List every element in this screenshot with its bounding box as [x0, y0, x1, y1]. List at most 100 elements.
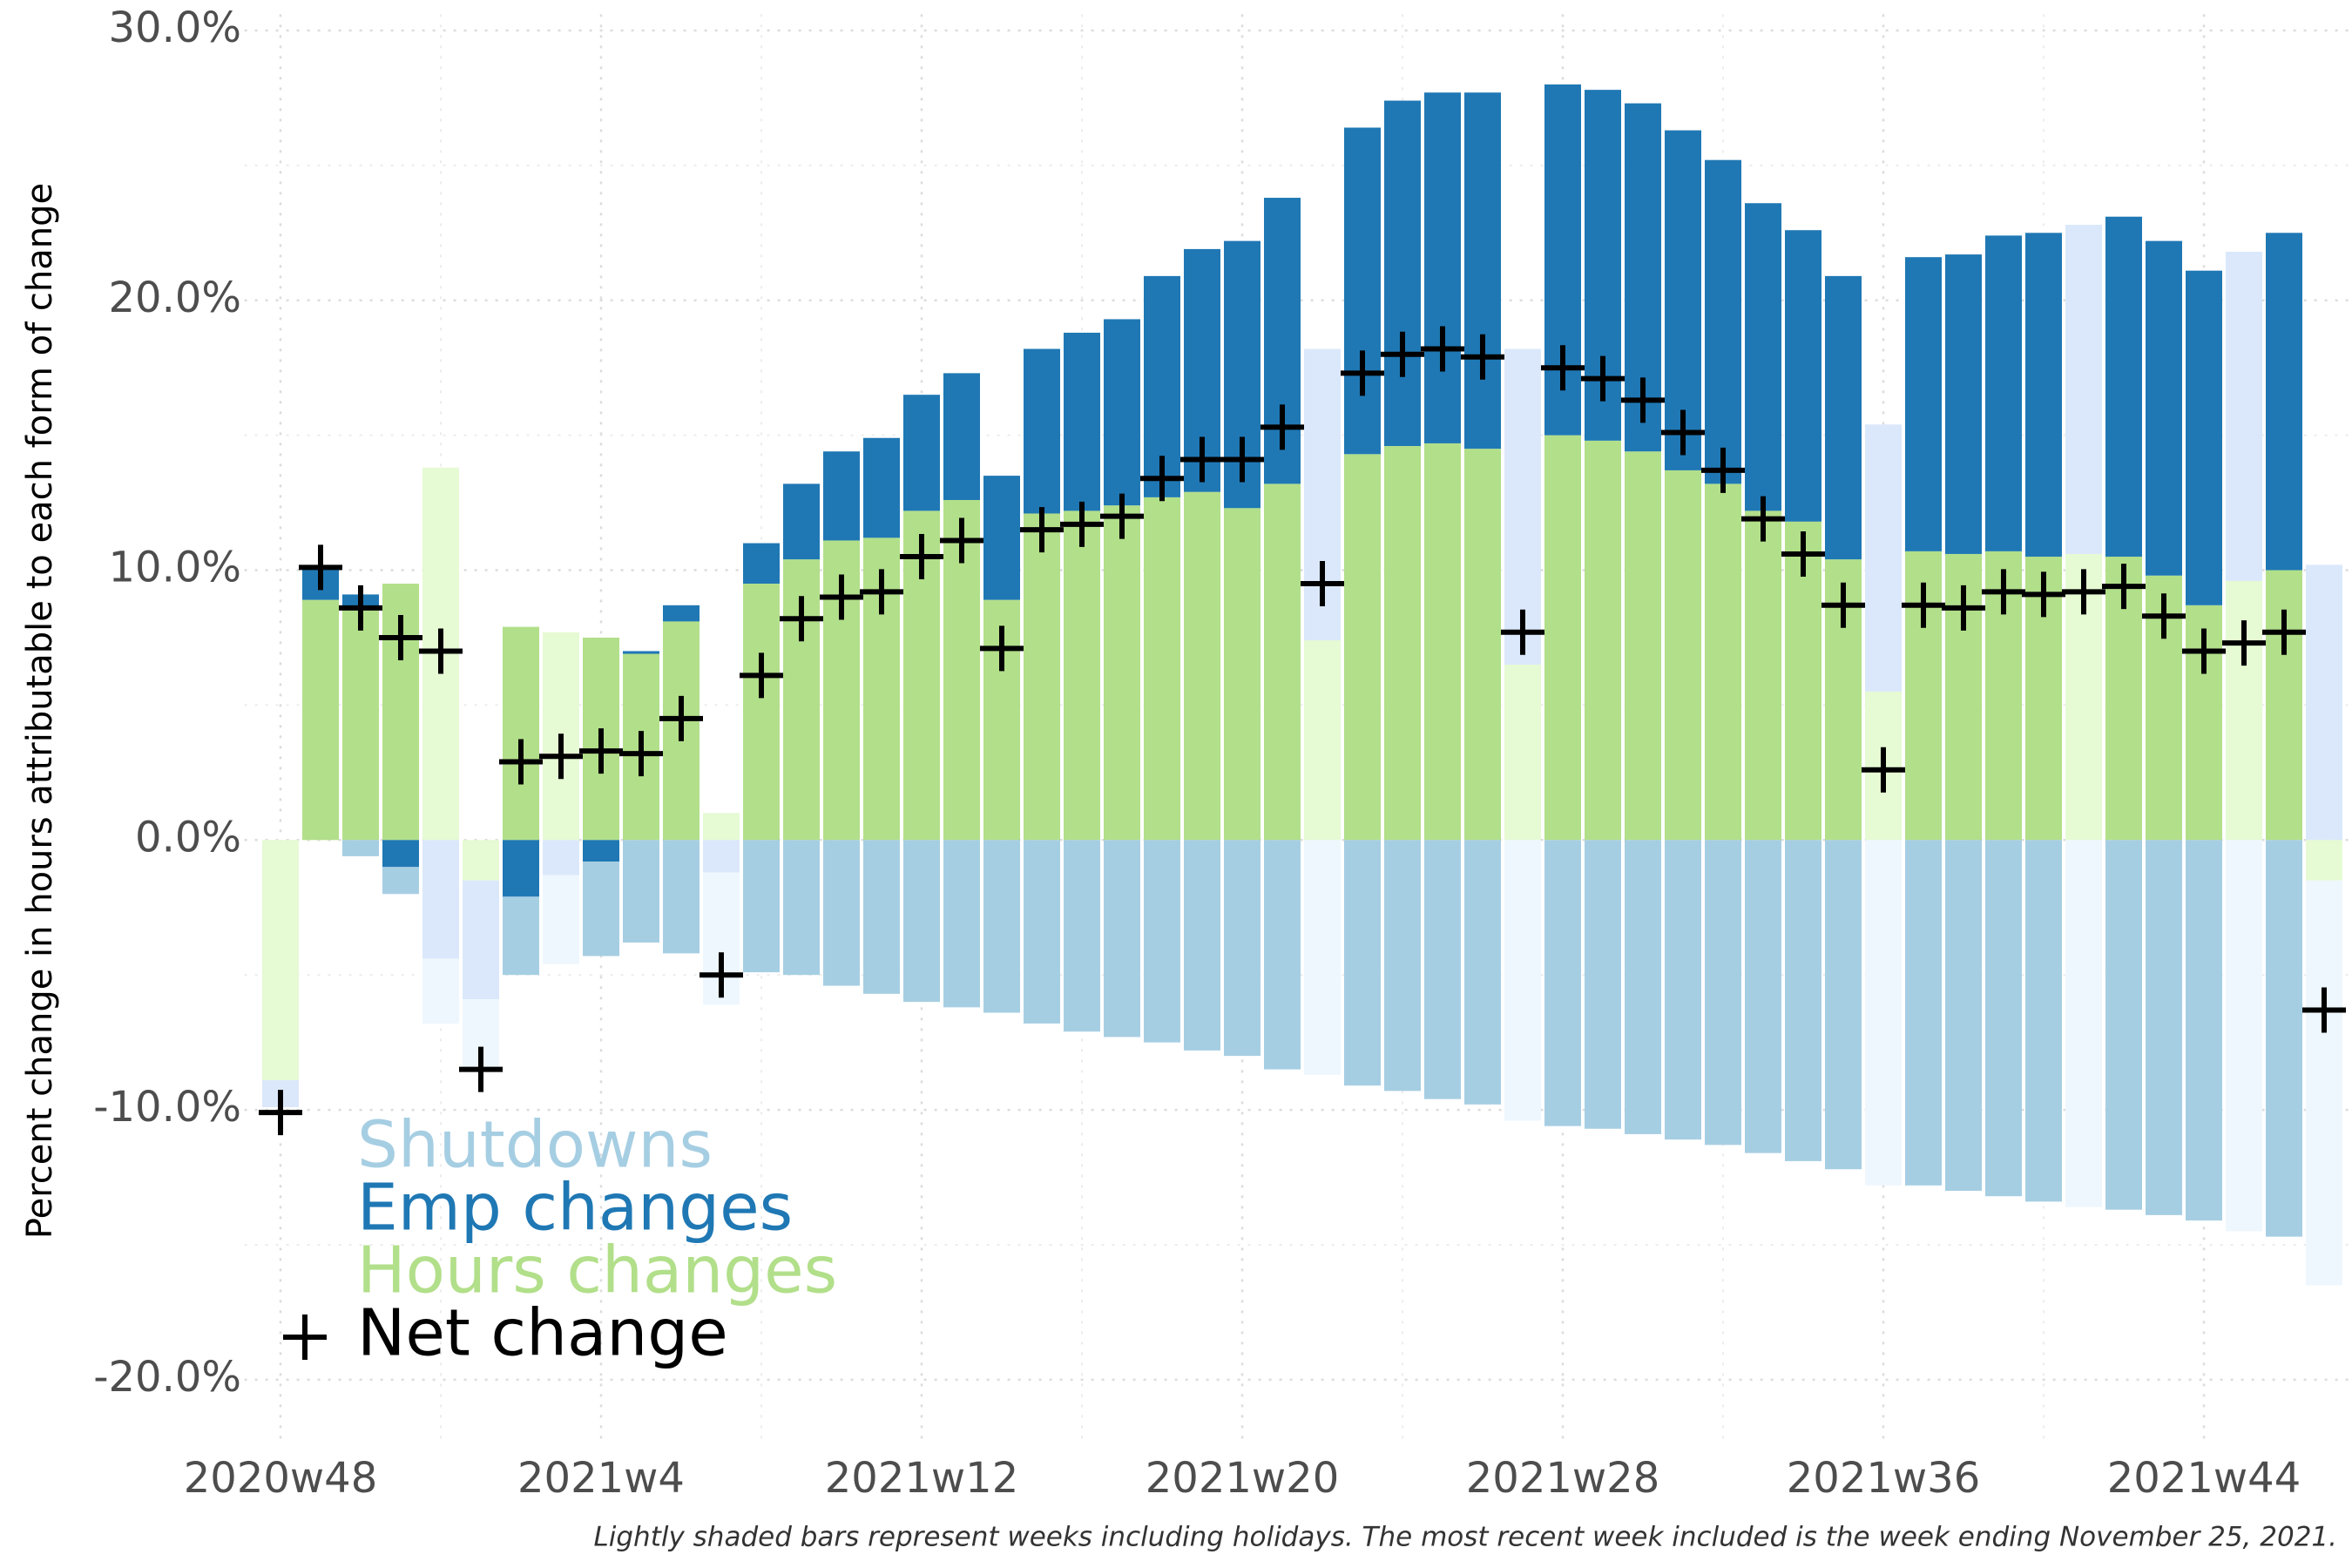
net-marker — [499, 739, 543, 785]
x-tick-label: 2021w4 — [517, 1454, 685, 1503]
bar-segment — [1785, 840, 1821, 1161]
bar-segment — [623, 651, 659, 654]
bar-segment — [2266, 840, 2302, 1237]
bar-segment — [943, 373, 980, 500]
net-marker — [659, 695, 703, 741]
bar-segment — [743, 584, 780, 841]
bars — [262, 84, 2342, 1286]
bar-segment — [2306, 564, 2342, 841]
net-marker — [1381, 331, 1424, 377]
bar-segment — [1464, 840, 1501, 1105]
bar-segment — [1985, 235, 2022, 551]
bar-segment — [302, 599, 339, 841]
net-marker — [1581, 355, 1625, 402]
bar-segment — [1825, 275, 1862, 560]
net-marker — [2142, 593, 2186, 639]
legend-label: Hours changes — [357, 1233, 837, 1308]
net-marker — [539, 733, 583, 780]
x-tick-label: 2021w28 — [1466, 1454, 1660, 1503]
bar-segment — [1865, 424, 1902, 692]
net-marker — [1260, 404, 1304, 450]
legend-label: Net change — [357, 1296, 728, 1371]
net-marker — [259, 1090, 302, 1136]
net-marker — [419, 628, 463, 674]
bar-segment — [1745, 203, 1781, 511]
axes: 30.0% 20.0% 10.0% 0.0% -10.0% -20.0% 2020w48 20… — [93, 3, 2301, 1503]
bar-segment — [1304, 640, 1341, 841]
bar-segment — [2146, 240, 2182, 576]
bar-segment — [1024, 348, 1060, 514]
bar-segment — [1264, 483, 1301, 841]
y-tick-label: 10.0% — [109, 544, 241, 592]
legend-label: Shutdowns — [357, 1108, 713, 1183]
bar-segment — [583, 840, 619, 862]
legend-label: Emp changes — [357, 1171, 793, 1246]
net-marker — [379, 614, 422, 660]
net-marker — [1100, 493, 1144, 539]
bar-segment — [2186, 840, 2222, 1221]
y-tick-label: 20.0% — [109, 274, 241, 322]
bar-segment — [2105, 840, 2142, 1210]
net-marker — [980, 625, 1024, 672]
bar-segment — [1384, 446, 1421, 841]
bar-segment — [1344, 840, 1381, 1086]
bar-segment — [1625, 451, 1661, 841]
bar-segment — [1024, 840, 1060, 1024]
bar-segment — [1064, 840, 1100, 1032]
bar-segment — [903, 395, 940, 511]
y-tick-label: -10.0% — [93, 1083, 241, 1132]
bar-segment — [783, 483, 820, 560]
net-marker — [2062, 569, 2105, 615]
bar-segment — [623, 840, 659, 943]
bar-segment — [1544, 840, 1581, 1126]
y-tick-label: 0.0% — [135, 813, 241, 862]
bar-segment — [1665, 840, 1701, 1140]
bar-segment — [703, 813, 740, 841]
bar-segment — [1905, 257, 1942, 551]
net-marker — [2182, 628, 2226, 674]
bar-segment — [1184, 840, 1220, 1051]
net-marker — [299, 544, 342, 591]
bar-segment — [783, 840, 820, 976]
net-marker — [780, 596, 823, 642]
net-marker — [740, 652, 783, 699]
bar-segment — [1945, 254, 1982, 554]
net-marker — [1902, 582, 1945, 628]
bar-segment — [663, 840, 700, 954]
bar-segment — [1424, 840, 1461, 1099]
bar-segment — [463, 840, 499, 881]
bar-segment — [663, 605, 700, 622]
bar-segment — [1585, 440, 1621, 841]
bar-segment — [1344, 454, 1381, 841]
bar-segment — [1024, 513, 1060, 841]
net-marker — [1781, 531, 1825, 577]
bar-segment — [1424, 92, 1461, 443]
net-marker — [1701, 447, 1745, 493]
net-marker — [2102, 564, 2146, 610]
net-marker — [1862, 747, 1905, 793]
bar-segment — [1905, 840, 1942, 1186]
bar-segment — [743, 840, 780, 973]
net-marker — [1741, 496, 1785, 542]
bar-segment — [382, 840, 419, 868]
net-marker — [1661, 409, 1705, 456]
net-marker — [1421, 326, 1464, 372]
legend-symbol — [283, 1315, 327, 1360]
bar-segment — [1184, 491, 1220, 841]
bar-segment — [1705, 840, 1741, 1146]
bar-segment — [1264, 840, 1301, 1070]
bar-segment — [1665, 470, 1701, 841]
net-marker — [1180, 436, 1224, 483]
bar-segment — [1144, 840, 1180, 1043]
bar-segment — [1104, 505, 1140, 841]
bar-segment — [1504, 840, 1541, 1121]
bar-segment — [2226, 840, 2262, 1232]
bar-segment — [2025, 233, 2062, 558]
x-tick-label: 2021w44 — [2107, 1454, 2301, 1503]
bar-segment — [1825, 840, 1862, 1170]
bar-segment — [1865, 840, 1902, 1186]
y-axis-label: Percent change in hours attributable to … — [20, 183, 60, 1239]
net-marker — [459, 1046, 503, 1092]
bar-segment — [703, 840, 740, 873]
